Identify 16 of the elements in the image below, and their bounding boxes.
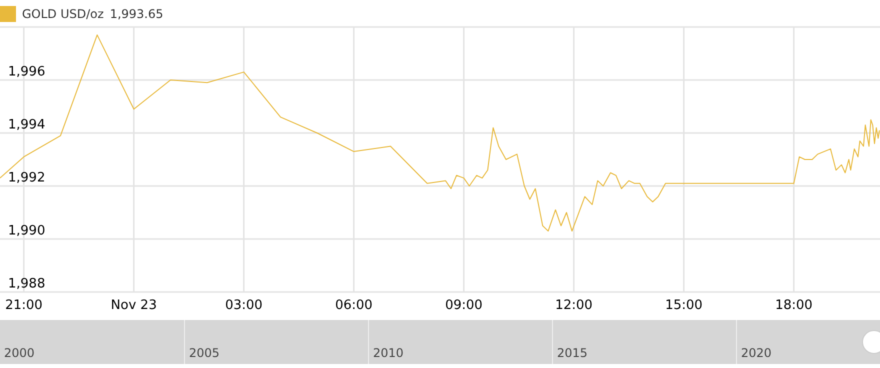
x-tick-label: 06:00 <box>335 298 373 314</box>
y-tick-label: 1,992 <box>8 170 46 186</box>
text: 1,993.65 <box>110 7 164 21</box>
y-tick-label: 1,994 <box>8 118 46 133</box>
scrollbar-panel: 2000 2005 2010 2015 2020 <box>0 320 880 364</box>
x-tick-label: Nov 23 <box>110 298 157 314</box>
y-tick-label: 1,988 <box>8 276 46 292</box>
y-tick-label: 1,996 <box>8 64 46 80</box>
x-tick-label: 15:00 <box>665 298 703 314</box>
x-tick-label: 03:00 <box>225 298 263 314</box>
x-tick-label: 09:00 <box>445 298 483 314</box>
x-tick-label: 12:00 <box>555 298 593 314</box>
legend-label: GOLD USD/oz <box>22 7 104 21</box>
x-tick-label: 21:00 <box>5 298 43 314</box>
x-tick-label: 18:00 <box>775 298 813 314</box>
y-tick-label: 1,990 <box>8 224 46 239</box>
